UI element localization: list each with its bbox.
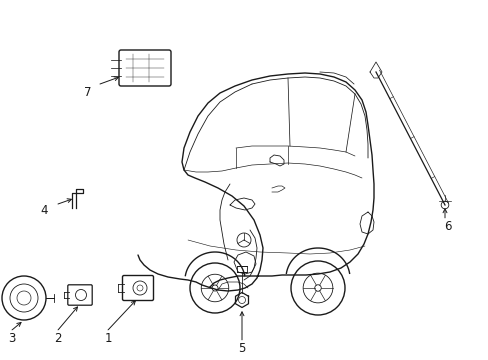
Text: 2: 2 xyxy=(54,332,61,345)
Text: 3: 3 xyxy=(8,332,16,345)
Text: 5: 5 xyxy=(238,342,245,355)
Text: 6: 6 xyxy=(443,220,451,233)
Text: 4: 4 xyxy=(40,203,48,216)
Text: 1: 1 xyxy=(104,332,112,345)
Text: 7: 7 xyxy=(84,85,92,99)
